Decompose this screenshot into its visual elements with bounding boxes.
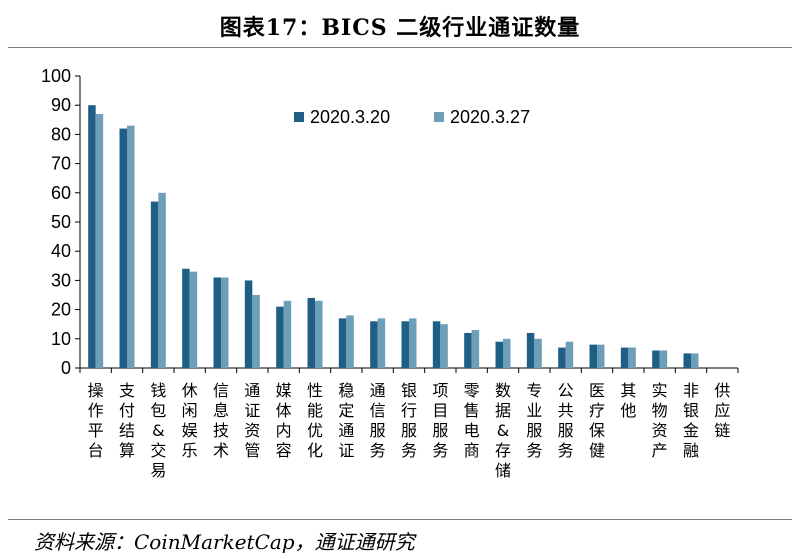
bar xyxy=(315,300,323,368)
bar xyxy=(432,321,441,368)
category-label: 操作平台 xyxy=(88,381,104,460)
chart-title: 图表17：BICS 二级行业通证数量 xyxy=(219,15,581,41)
category-label: 性能优化 xyxy=(307,381,323,460)
bar xyxy=(620,347,629,368)
bar xyxy=(659,350,668,368)
category-label: 信息技术 xyxy=(213,381,229,460)
bar xyxy=(95,113,104,369)
bar xyxy=(565,341,574,368)
bar xyxy=(346,315,354,368)
category-label: 其他 xyxy=(620,381,636,420)
bar xyxy=(464,332,472,368)
y-tick-label: 70 xyxy=(51,154,71,174)
bar xyxy=(409,318,417,368)
y-tick-label: 40 xyxy=(51,241,71,261)
category-label: 媒体内容 xyxy=(276,381,292,460)
category-label: 专业服务 xyxy=(526,381,542,460)
category-label: 银行服务 xyxy=(401,381,417,460)
category-label: 稳定通证 xyxy=(338,381,354,460)
bar xyxy=(88,105,96,368)
y-tick-label: 80 xyxy=(51,124,71,144)
y-tick-label: 60 xyxy=(51,183,71,203)
bottom-rule xyxy=(8,519,792,520)
bar xyxy=(189,271,198,368)
bar xyxy=(558,347,566,368)
bar xyxy=(471,330,480,368)
bar xyxy=(628,347,636,368)
bar xyxy=(252,295,260,368)
y-tick-label: 30 xyxy=(51,270,71,290)
bar xyxy=(652,350,660,368)
y-tick-label: 10 xyxy=(51,329,71,349)
bar xyxy=(307,297,315,368)
bar xyxy=(526,332,535,368)
source-note: 资料来源：CoinMarketCap，通证通研究 xyxy=(34,530,415,554)
category-label: 非银金融 xyxy=(683,381,699,460)
bar xyxy=(127,125,135,368)
y-tick-label: 90 xyxy=(51,95,71,115)
chart-legend: 2020.3.20 2020.3.27 xyxy=(294,107,530,127)
bar xyxy=(221,277,229,368)
legend-swatch xyxy=(434,112,444,122)
bar xyxy=(182,268,190,368)
bar xyxy=(370,321,378,368)
y-tick-label: 100 xyxy=(41,66,71,86)
legend-swatch xyxy=(294,112,304,122)
category-label: 支付结算 xyxy=(119,381,135,460)
bar xyxy=(683,353,691,368)
category-labels: 操作平台支付结算钱包&交易休闲娱乐信息技术通证资管媒体内容性能优化稳定通证通信服… xyxy=(88,381,731,480)
category-label: 医疗保健 xyxy=(589,381,605,460)
bar xyxy=(503,338,511,368)
category-label: 公共服务 xyxy=(558,381,574,460)
bar xyxy=(158,192,166,368)
bar xyxy=(377,318,386,368)
category-label: 项目服务 xyxy=(432,381,448,460)
category-label: 实物资产 xyxy=(652,381,668,460)
category-label: 供应链 xyxy=(714,381,730,440)
bar xyxy=(401,321,409,368)
bar xyxy=(283,300,292,368)
bar xyxy=(150,201,159,368)
bar xyxy=(244,280,253,368)
bar xyxy=(691,353,699,368)
bar xyxy=(589,344,597,368)
top-rule xyxy=(8,47,792,48)
bar xyxy=(597,344,605,368)
bar xyxy=(440,324,448,368)
bar xyxy=(495,341,503,368)
bar xyxy=(534,338,542,368)
y-tick-label: 20 xyxy=(51,300,71,320)
legend-label: 2020.3.27 xyxy=(450,107,530,127)
bar xyxy=(276,306,284,368)
category-label: 通证资管 xyxy=(244,381,260,460)
category-label: 休闲娱乐 xyxy=(182,381,198,460)
chart-bars xyxy=(88,105,699,369)
y-tick-label: 50 xyxy=(51,212,71,232)
category-label: 零售电商 xyxy=(464,381,480,460)
bar xyxy=(119,128,127,368)
y-tick-label: 0 xyxy=(61,358,71,378)
category-label: 数据&存储 xyxy=(495,381,511,480)
legend-label: 2020.3.20 xyxy=(310,107,390,127)
category-label: 钱包&交易 xyxy=(150,381,166,480)
bar xyxy=(213,277,221,368)
category-label: 通信服务 xyxy=(370,381,386,460)
bar xyxy=(338,318,347,368)
